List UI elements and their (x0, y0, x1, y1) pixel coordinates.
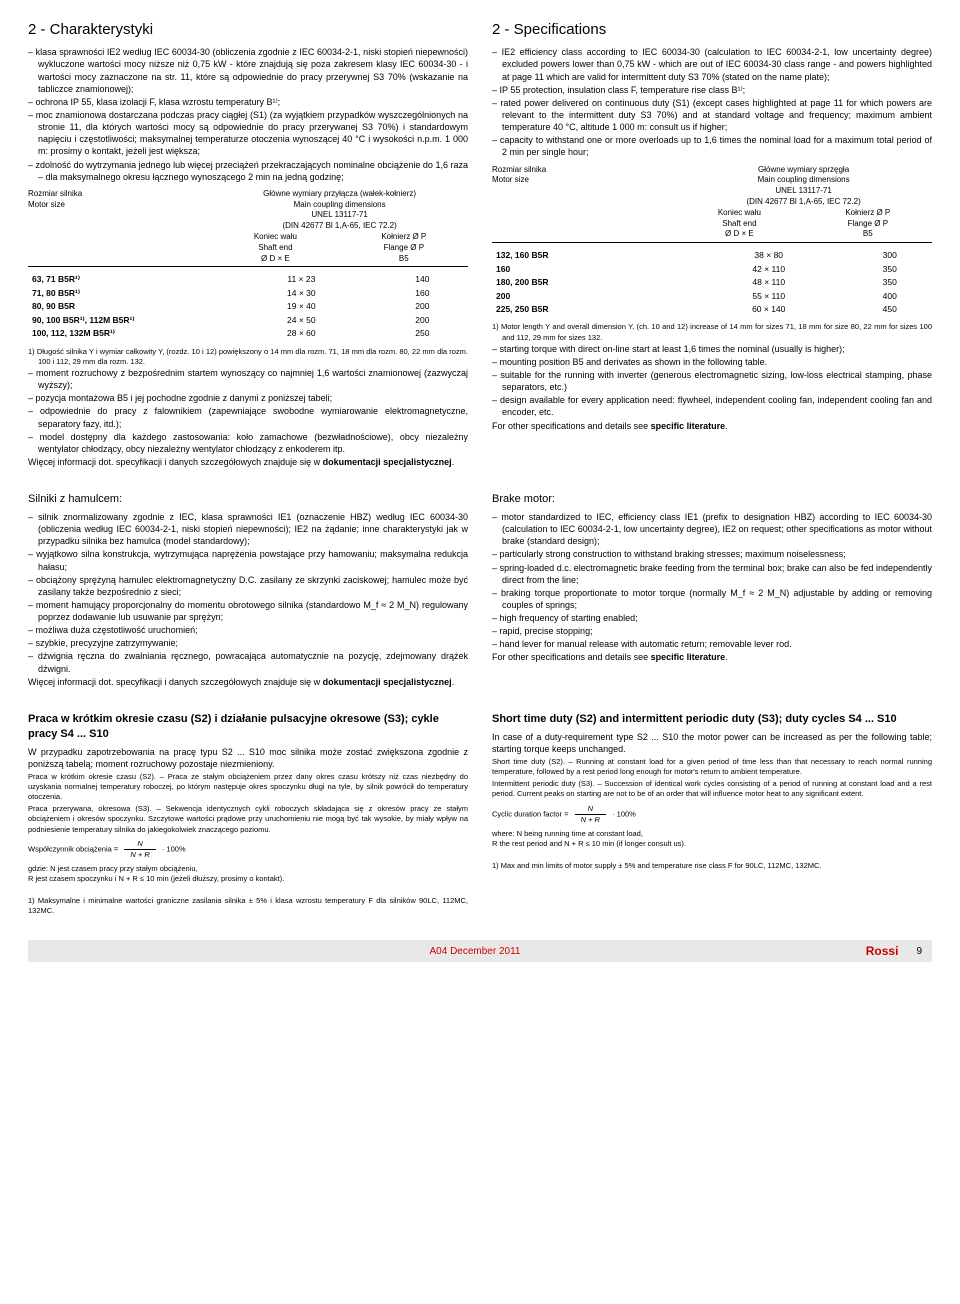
table-row: 90, 100 B5R¹⁾, 112M B5R¹⁾24 × 50200 (28, 314, 468, 327)
th-dims-en: Główne wymiary sprzęgła Main coupling di… (675, 165, 932, 208)
list-item: moment hamujący proporcjonalny do moment… (28, 599, 468, 623)
list-item: particularly strong construction to with… (492, 548, 932, 560)
table-row: 80, 90 B5R19 × 40200 (28, 300, 468, 313)
tail-en: For other specifications and details see… (492, 420, 932, 432)
section-specifications: 2 - Charakterystyki klasa sprawności IE2… (28, 20, 932, 470)
brake-list-en: motor standardized to IEC, efficiency cl… (492, 511, 932, 651)
list-item: pozycja montażowa B5 i jej pochodne zgod… (28, 392, 468, 404)
table-foot-en: 1) Motor length Y and overall dimension … (492, 322, 932, 342)
section-brake: Silniki z hamulcem: silnik znormalizowan… (28, 492, 932, 690)
list-item: zdolność do wytrzymania jednego lub więc… (28, 159, 468, 183)
table-row: 16042 × 110350 (492, 263, 932, 276)
table-row: 180, 200 B5R48 × 110350 (492, 276, 932, 289)
table-row: 63, 71 B5R¹⁾11 × 23140 (28, 273, 468, 286)
heading-pl: 2 - Charakterystyki (28, 20, 468, 40)
th-motor-size-en: Rozmiar silnika Motor size (492, 165, 659, 208)
th-shaft-en: Koniec wału Shaft end Ø D × E (675, 208, 803, 240)
list-item: wyjątkowo silna konstrukcja, wytrzymując… (28, 548, 468, 572)
list-item: ochrona IP 55, klasa izolacji F, klasa w… (28, 96, 468, 108)
list-item: rated power delivered on continuous duty… (492, 97, 932, 133)
list-item: odpowiednie do pracy z falownikiem (zape… (28, 405, 468, 429)
duty-pl: Praca w krótkim okresie czasu (S2) i dzi… (28, 712, 468, 918)
tail-pl: Więcej informacji dot. specyfikacji i da… (28, 456, 468, 468)
list-item: IP 55 protection, insulation class F, te… (492, 84, 932, 96)
brake-title-en: Brake motor: (492, 492, 932, 507)
heading-en: 2 - Specifications (492, 20, 932, 40)
table-row: 100, 112, 132M B5R¹⁾28 × 60250 (28, 327, 468, 340)
brake-en: Brake motor: motor standardized to IEC, … (492, 492, 932, 690)
col-polish: 2 - Charakterystyki klasa sprawności IE2… (28, 20, 468, 470)
list-item: moc znamionowa dostarczana podczas pracy… (28, 109, 468, 158)
list-item: moment rozruchowy z bezpośrednim startem… (28, 367, 468, 391)
spec-list-pl: klasa sprawności IE2 według IEC 60034-30… (28, 46, 468, 183)
duty-foot-pl: 1) Maksymalne i minimalne wartości grani… (28, 896, 468, 916)
spec-list2-pl: moment rozruchowy z bezpośrednim startem… (28, 367, 468, 455)
th-motor-size: Rozmiar silnika Motor size (28, 189, 195, 232)
duty-p2-pl: Praca w krótkim okresie czasu (S2). – Pr… (28, 772, 468, 802)
list-item: motor standardized to IEC, efficiency cl… (492, 511, 932, 547)
table-rows-en: 132, 160 B5R38 × 8030016042 × 110350180,… (492, 249, 932, 316)
table-rows-pl: 63, 71 B5R¹⁾11 × 2314071, 80 B5R¹⁾14 × 3… (28, 273, 468, 340)
duty-p3-en: Intermittent periodic duty (S3). – Succe… (492, 779, 932, 799)
duty-foot-en: 1) Max and min limits of motor supply ± … (492, 861, 932, 871)
list-item: klasa sprawności IE2 według IEC 60034-30… (28, 46, 468, 95)
list-item: suitable for the running with inverter (… (492, 369, 932, 393)
duty-en: Short time duty (S2) and intermittent pe… (492, 712, 932, 918)
list-item: starting torque with direct on-line star… (492, 343, 932, 355)
brake-tail-en: For other specifications and details see… (492, 651, 932, 663)
list-item: szybkie, precyzyjne zatrzymywanie; (28, 637, 468, 649)
table-en: Rozmiar silnika Motor size Główne wymiar… (492, 165, 932, 343)
section-duty: Praca w krótkim okresie czasu (S2) i dzi… (28, 712, 932, 918)
th-flange-en: Kołnierz Ø P Flange Ø P B5 (804, 208, 932, 240)
list-item: silnik znormalizowany zgodnie z IEC, kla… (28, 511, 468, 547)
footer-date: A04 December 2011 (326, 945, 624, 959)
page-footer: A04 December 2011 Rossi 9 (28, 940, 932, 962)
list-item: spring-loaded d.c. electromagnetic brake… (492, 562, 932, 586)
duty-title-pl: Praca w krótkim okresie czasu (S2) i dzi… (28, 712, 468, 742)
footer-logo: Rossi (866, 943, 899, 959)
list-item: IE2 efficiency class according to IEC 60… (492, 46, 932, 82)
list-item: możliwa duża częstotliwość uruchomień; (28, 624, 468, 636)
list-item: capacity to withstand one or more overlo… (492, 134, 932, 158)
spec-list-en: IE2 efficiency class according to IEC 60… (492, 46, 932, 158)
table-row: 20055 × 110400 (492, 290, 932, 303)
duty-title-en: Short time duty (S2) and intermittent pe… (492, 712, 932, 727)
th-shaft: Koniec wału Shaft end Ø D × E (211, 232, 339, 264)
duty-formula-en: Cyclic duration factor = N N + R · 100% (492, 804, 932, 825)
duty-where-en: where: N being running time at constant … (492, 829, 932, 849)
list-item: hand lever for manual release with autom… (492, 638, 932, 650)
list-item: design available for every application n… (492, 394, 932, 418)
brake-tail-pl: Więcej informacji dot. specyfikacji i da… (28, 676, 468, 688)
duty-where-pl: gdzie: N jest czasem pracy przy stałym o… (28, 864, 468, 884)
duty-p1-pl: W przypadku zapotrzebowania na pracę typ… (28, 746, 468, 770)
list-item: mounting position B5 and derivates as sh… (492, 356, 932, 368)
footer-page: 9 (916, 945, 922, 959)
brake-list-pl: silnik znormalizowany zgodnie z IEC, kla… (28, 511, 468, 675)
col-english: 2 - Specifications IE2 efficiency class … (492, 20, 932, 470)
list-item: braking torque proportionate to motor to… (492, 587, 932, 611)
duty-p2-en: Short time duty (S2). – Running at const… (492, 757, 932, 777)
brake-title-pl: Silniki z hamulcem: (28, 492, 468, 507)
table-row: 225, 250 B5R60 × 140450 (492, 303, 932, 316)
list-item: dźwignia ręczna do zwalniania ręcznego, … (28, 650, 468, 674)
list-item: obciążony sprężyną hamulec elektromagnet… (28, 574, 468, 598)
table-pl: Rozmiar silnika Motor size Główne wymiar… (28, 189, 468, 367)
spec-list2-en: starting torque with direct on-line star… (492, 343, 932, 419)
list-item: rapid, precise stopping; (492, 625, 932, 637)
th-dims: Główne wymiary przyłącza (wałek-kołnierz… (211, 189, 468, 232)
list-item: model dostępny dla każdego zastosowania:… (28, 431, 468, 455)
th-flange: Kołnierz Ø P Flange Ø P B5 (340, 232, 468, 264)
table-row: 132, 160 B5R38 × 80300 (492, 249, 932, 262)
duty-p1-en: In case of a duty-requirement type S2 ..… (492, 731, 932, 755)
duty-formula-pl: Współczynnik obciążenia = N N + R · 100% (28, 839, 468, 860)
duty-p3-pl: Praca przerywana, okresowa (S3). – Sekwe… (28, 804, 468, 834)
table-foot-pl: 1) Długość silnika Y i wymiar całkowity … (28, 347, 468, 367)
table-row: 71, 80 B5R¹⁾14 × 30160 (28, 287, 468, 300)
list-item: high frequency of starting enabled; (492, 612, 932, 624)
brake-pl: Silniki z hamulcem: silnik znormalizowan… (28, 492, 468, 690)
